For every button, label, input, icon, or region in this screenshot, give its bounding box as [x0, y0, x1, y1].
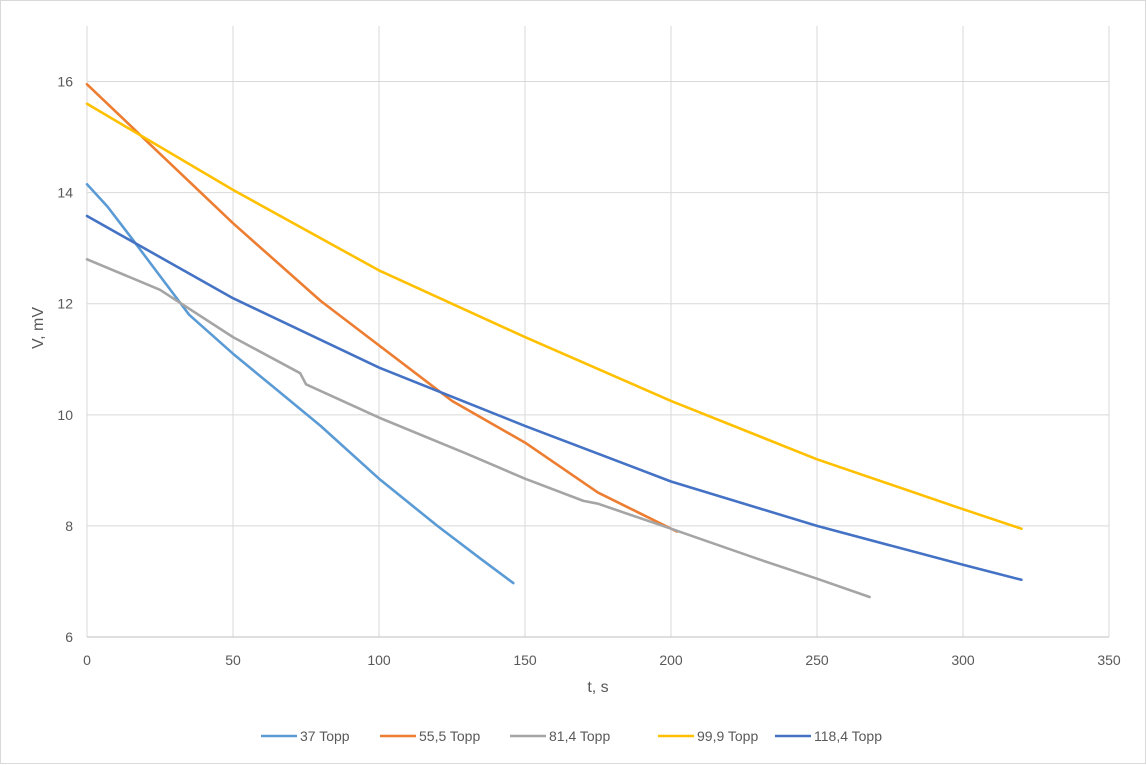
- series-line-5: [85, 214, 1023, 582]
- legend-label: 55,5 Topp: [419, 728, 480, 744]
- series-line-1: [85, 183, 515, 585]
- plot-series: [85, 83, 1023, 599]
- axes: 6 8 10 12 14 16 0 50 100 150 200 250 300 350: [57, 74, 1120, 668]
- y-tick-label: 8: [65, 518, 73, 534]
- x-tick-label: 250: [805, 652, 829, 668]
- x-axis-title: t, s: [587, 679, 608, 696]
- legend: 37 Topp 55,5 Topp 81,4 Topp 99,9 Topp 118,4 …: [261, 728, 882, 744]
- legend-label: 118,4 Topp: [814, 728, 882, 744]
- gridlines: [86, 26, 1110, 638]
- y-tick-label: 12: [57, 296, 73, 312]
- series-line-2: [85, 83, 679, 533]
- y-axis-title: V, mV: [30, 307, 47, 349]
- legend-label: 81,4 Topp: [549, 728, 610, 744]
- y-tick-label: 16: [57, 74, 73, 90]
- y-tick-label: 10: [57, 407, 73, 423]
- y-tick-label: 14: [57, 185, 73, 201]
- series-line-3: [85, 257, 871, 599]
- series-line-4: [85, 102, 1023, 531]
- x-tick-label: 0: [83, 652, 91, 668]
- legend-label: 99,9 Topp: [697, 728, 758, 744]
- legend-label: 37 Topp: [300, 728, 350, 744]
- x-tick-label: 100: [367, 652, 391, 668]
- x-tick-label: 300: [951, 652, 975, 668]
- y-tick-label: 6: [65, 629, 73, 645]
- x-tick-label: 150: [513, 652, 537, 668]
- x-tick-label: 200: [659, 652, 683, 668]
- x-tick-label: 50: [225, 652, 241, 668]
- x-tick-label: 350: [1097, 652, 1121, 668]
